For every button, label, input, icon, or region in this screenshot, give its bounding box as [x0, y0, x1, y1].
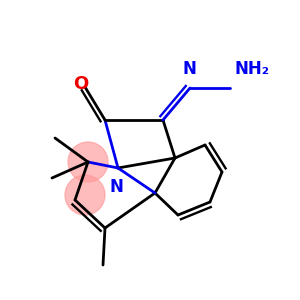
Text: N: N: [109, 178, 123, 196]
Circle shape: [68, 142, 108, 182]
Text: NH₂: NH₂: [234, 60, 269, 78]
Text: N: N: [182, 60, 196, 78]
Text: O: O: [74, 75, 88, 93]
Circle shape: [65, 175, 105, 215]
